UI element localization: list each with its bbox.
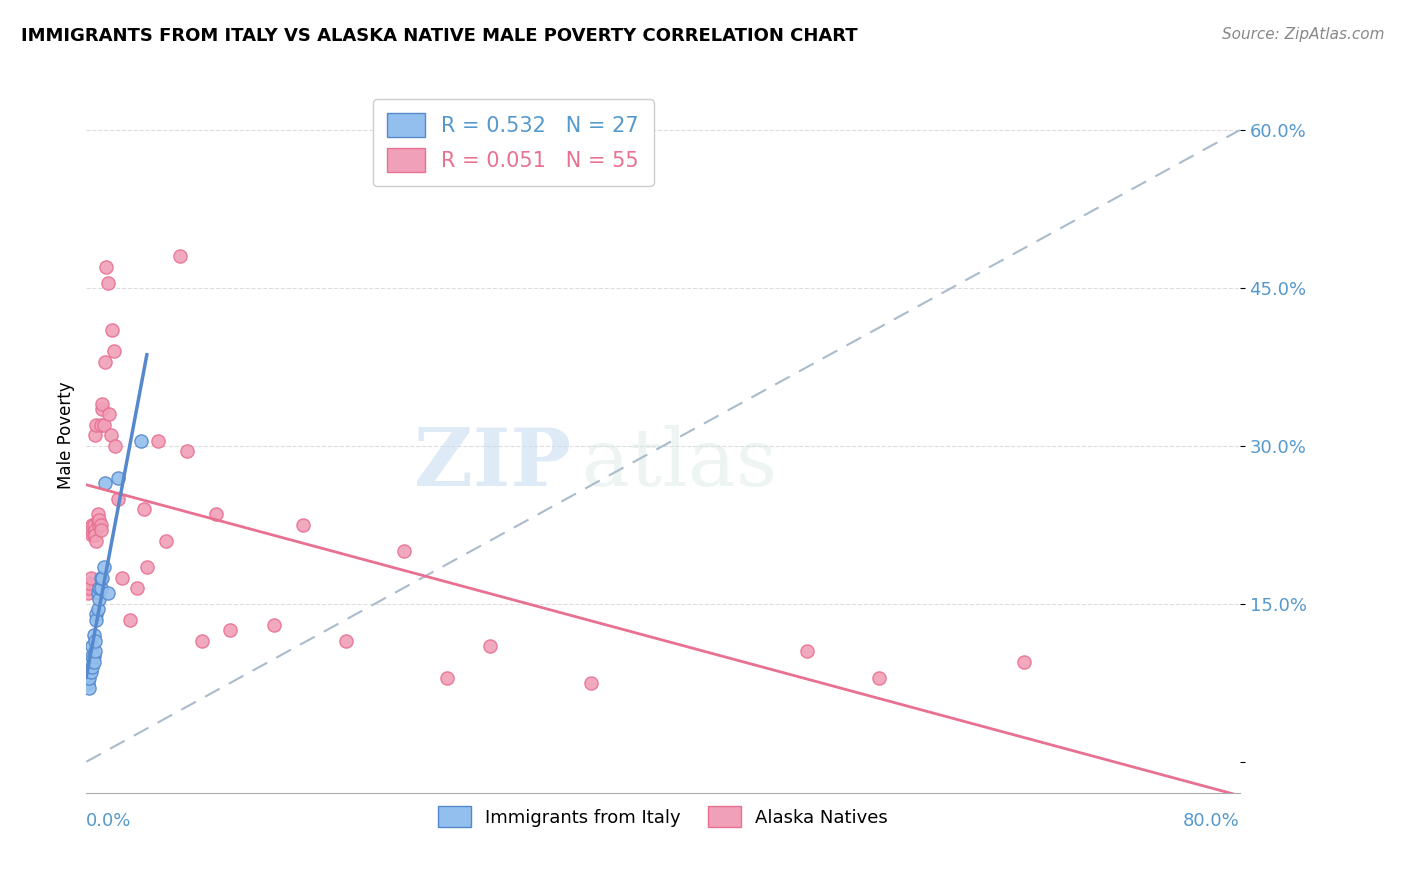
Point <box>91 402 114 417</box>
Text: 80.0%: 80.0% <box>1182 813 1240 830</box>
Point <box>263 618 285 632</box>
Text: Source: ZipAtlas.com: Source: ZipAtlas.com <box>1222 27 1385 42</box>
Point <box>87 602 110 616</box>
Point <box>868 671 890 685</box>
Point <box>77 681 100 695</box>
Point <box>91 397 114 411</box>
Point <box>84 523 107 537</box>
Point <box>291 517 314 532</box>
Point <box>80 528 103 542</box>
Point <box>79 655 101 669</box>
Point <box>80 639 103 653</box>
Point <box>90 523 112 537</box>
Point <box>155 533 177 548</box>
Point <box>135 560 157 574</box>
Point <box>87 508 110 522</box>
Point <box>796 644 818 658</box>
Point <box>90 417 112 432</box>
Point <box>98 408 121 422</box>
Point <box>80 517 103 532</box>
Point <box>87 513 110 527</box>
Text: 0.0%: 0.0% <box>86 813 132 830</box>
Point <box>89 517 111 532</box>
Point <box>86 533 108 548</box>
Point <box>90 581 112 595</box>
Point <box>84 633 107 648</box>
Point <box>86 607 108 622</box>
Point <box>76 675 98 690</box>
Point <box>89 591 111 606</box>
Y-axis label: Male Poverty: Male Poverty <box>58 382 75 489</box>
Point <box>176 444 198 458</box>
Point <box>83 517 105 532</box>
Point <box>77 671 100 685</box>
Point <box>104 439 127 453</box>
Point <box>91 570 114 584</box>
Point <box>97 276 120 290</box>
Point <box>94 354 117 368</box>
Point <box>79 665 101 680</box>
Point <box>101 323 124 337</box>
Point <box>392 544 415 558</box>
Point <box>436 671 458 685</box>
Point <box>77 581 100 595</box>
Point <box>83 655 105 669</box>
Point <box>86 417 108 432</box>
Point <box>89 513 111 527</box>
Point <box>77 575 100 590</box>
Point <box>129 434 152 448</box>
Point <box>86 613 108 627</box>
Point <box>83 628 105 642</box>
Point <box>89 581 111 595</box>
Point <box>80 660 103 674</box>
Point <box>84 428 107 442</box>
Point <box>100 428 122 442</box>
Point <box>479 639 502 653</box>
Point <box>205 508 228 522</box>
Point <box>132 502 155 516</box>
Point <box>579 675 602 690</box>
Point <box>79 523 101 537</box>
Point <box>103 344 125 359</box>
Point <box>90 517 112 532</box>
Point <box>79 570 101 584</box>
Point <box>80 649 103 664</box>
Point <box>97 586 120 600</box>
Point <box>1012 655 1035 669</box>
Point <box>87 586 110 600</box>
Point <box>125 581 148 595</box>
Text: IMMIGRANTS FROM ITALY VS ALASKA NATIVE MALE POVERTY CORRELATION CHART: IMMIGRANTS FROM ITALY VS ALASKA NATIVE M… <box>21 27 858 45</box>
Point <box>93 560 115 574</box>
Point <box>76 586 98 600</box>
Point <box>335 633 357 648</box>
Point <box>84 528 107 542</box>
Point <box>93 417 115 432</box>
Point <box>83 528 105 542</box>
Text: atlas: atlas <box>582 425 778 503</box>
Point <box>84 644 107 658</box>
Point <box>118 613 141 627</box>
Point <box>107 491 129 506</box>
Point <box>94 475 117 490</box>
Point <box>83 649 105 664</box>
Point <box>169 249 191 263</box>
Point <box>190 633 212 648</box>
Legend: Immigrants from Italy, Alaska Natives: Immigrants from Italy, Alaska Natives <box>432 799 896 834</box>
Point <box>107 470 129 484</box>
Point <box>148 434 170 448</box>
Text: ZIP: ZIP <box>413 425 571 503</box>
Point <box>90 570 112 584</box>
Point <box>96 260 118 274</box>
Point <box>111 570 134 584</box>
Point <box>219 623 242 637</box>
